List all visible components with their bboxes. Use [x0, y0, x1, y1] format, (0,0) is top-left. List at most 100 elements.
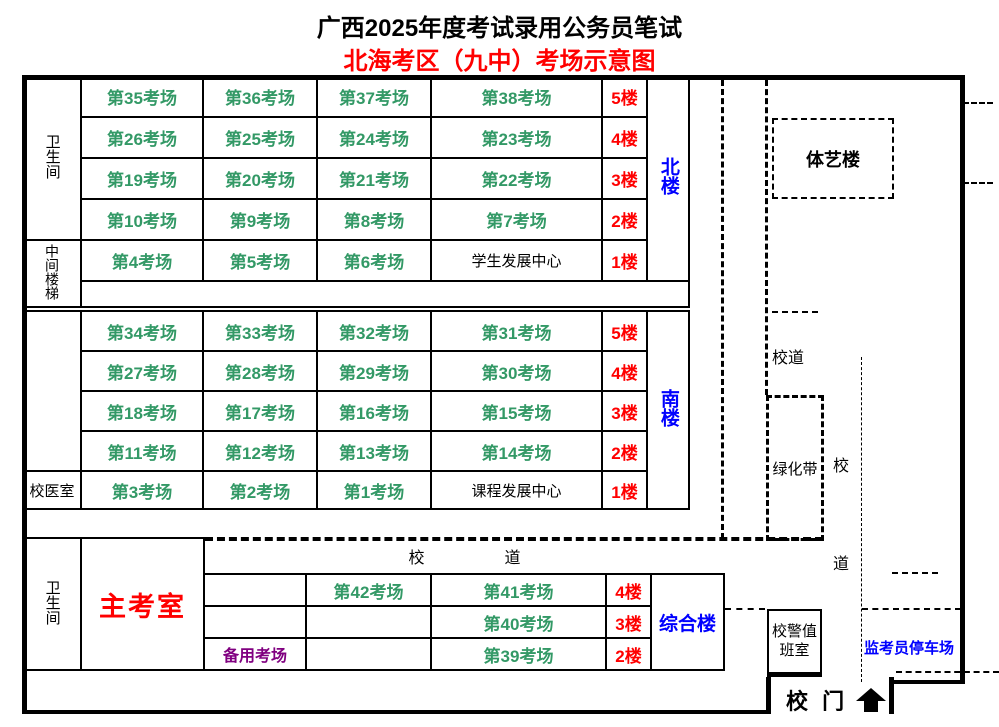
floor-label: 4楼 [601, 350, 648, 392]
exam-room-cell: 第20考场 [202, 157, 318, 200]
exam-room-cell: 第23考场 [430, 116, 603, 159]
exam-room-cell: 第34考场 [80, 310, 204, 352]
south-building-label: 南楼 [646, 310, 690, 510]
exam-room-cell: 第39考场 [430, 637, 607, 671]
exam-room-cell: 第4考场 [80, 239, 204, 282]
course-development-center: 课程发展中心 [430, 470, 603, 510]
comprehensive-building-label: 综合楼 [650, 573, 725, 671]
page-title: 广西2025年度考试录用公务员笔试 [316, 15, 683, 42]
floor-label: 2楼 [601, 430, 648, 472]
school-gate: 校 门 [786, 684, 887, 716]
floor-label: 5楼 [601, 75, 648, 118]
exam-room-cell: 第38考场 [430, 75, 603, 118]
exam-room-cell: 第22考场 [430, 157, 603, 200]
north-building-text: 北楼 [657, 157, 679, 195]
dash-tick [963, 182, 993, 184]
floor-label: 1楼 [601, 239, 648, 282]
exam-room-cell: 第27考场 [80, 350, 204, 392]
middle-staircase-label: 中间楼梯 [22, 239, 82, 308]
exam-room-cell: 第5考场 [202, 239, 318, 282]
outer-border-right [960, 75, 965, 684]
exam-room-cell: 第32考场 [316, 310, 432, 352]
exam-room-cell: 第40考场 [430, 605, 607, 639]
toilet-label-north: 卫生间 [22, 75, 82, 241]
exam-room-cell: 第41考场 [430, 573, 607, 607]
exam-room-cell: 第13考场 [316, 430, 432, 472]
toilet-text: 卫生间 [43, 579, 61, 625]
police-room-text: 校警值 [771, 622, 817, 640]
vertical-school-road-label: 校 道 [833, 452, 849, 574]
toilet-text: 卫生间 [43, 133, 61, 179]
dash-tick [963, 102, 993, 104]
road-top-dashed-line [205, 537, 823, 541]
toilet-label-bottom: 卫生间 [22, 537, 82, 671]
sports-arts-building-box: 体艺楼 [772, 118, 894, 199]
police-duty-room-box: 校警值 班室 [767, 609, 822, 677]
outer-border-top [22, 75, 965, 80]
exam-room-cell: 第31考场 [430, 310, 603, 352]
floor-label: 1楼 [601, 470, 648, 510]
empty-cell [305, 605, 432, 639]
exam-room-cell: 第15考场 [430, 390, 603, 432]
school-clinic-label: 校医室 [22, 470, 82, 510]
main-exam-office: 主考室 [80, 537, 205, 671]
exam-room-cell: 第3考场 [80, 470, 204, 510]
exam-room-cell: 第30考场 [430, 350, 603, 392]
exam-room-cell: 第16考场 [316, 390, 432, 432]
empty-cell [203, 605, 307, 639]
comprehensive-building-table: 卫生间 主考室 校 道 第42考场 第41考场 4楼 综合楼 第40考场 3楼 … [22, 537, 725, 671]
dash-segment [772, 311, 818, 313]
exam-room-cell: 第42考场 [305, 573, 432, 607]
school-road-label-right: 校道 [772, 350, 805, 367]
student-development-center: 学生发展中心 [430, 239, 603, 282]
exam-room-cell: 第33考场 [202, 310, 318, 352]
floor-label: 4楼 [605, 573, 652, 607]
floor-label: 3楼 [605, 605, 652, 639]
page-subtitle: 北海考区（九中）考场示意图 [343, 48, 656, 75]
dash-segment [892, 572, 938, 574]
south-building-text: 南楼 [657, 388, 679, 427]
school-road-row: 校 道 [203, 538, 724, 575]
exam-room-cell: 第7考场 [430, 198, 603, 241]
floor-label: 3楼 [601, 157, 648, 200]
floor-label: 5楼 [601, 310, 648, 352]
north-building-label: 北楼 [646, 75, 690, 282]
exam-room-cell: 第14考场 [430, 430, 603, 472]
exam-room-cell: 第9考场 [202, 198, 318, 241]
corridor-gap [80, 280, 690, 308]
exam-room-cell: 第8考场 [316, 198, 432, 241]
exam-room-cell: 第29考场 [316, 350, 432, 392]
gate-post-left [766, 677, 771, 714]
outer-border-bottom-left [22, 710, 771, 714]
exam-room-cell: 第35考场 [80, 75, 204, 118]
campus-road-dashed-line-left [721, 80, 724, 539]
exam-room-cell: 第11考场 [80, 430, 204, 472]
floor-label: 2楼 [601, 198, 648, 241]
dash-segment [896, 671, 999, 673]
campus-road-dashed-line-right [765, 80, 768, 395]
exam-room-cell: 第21考场 [316, 157, 432, 200]
outer-border-left [22, 75, 27, 714]
south-side-empty [22, 310, 82, 472]
floor-label: 4楼 [601, 116, 648, 159]
empty-cell [203, 573, 307, 607]
outer-border-bottom-right [893, 680, 963, 684]
dash-segment [862, 608, 961, 610]
road-char: 校 [408, 549, 425, 567]
exam-room-cell: 第36考场 [202, 75, 318, 118]
exam-room-cell: 第1考场 [316, 470, 432, 510]
road-char: 道 [833, 556, 850, 573]
exam-room-cell: 第25考场 [202, 116, 318, 159]
staircase-text: 中间楼梯 [44, 243, 61, 300]
up-arrow-icon [856, 688, 887, 712]
green-belt-box: 绿化带 [766, 395, 824, 541]
road-char: 道 [504, 549, 521, 567]
exam-room-cell: 第28考场 [202, 350, 318, 392]
parking-boundary-line [861, 357, 862, 682]
exam-room-cell: 第6考场 [316, 239, 432, 282]
sports-arts-building-label: 体艺楼 [806, 149, 860, 170]
exam-room-cell: 第10考场 [80, 198, 204, 241]
floor-label: 3楼 [601, 390, 648, 432]
road-char: 校 [833, 458, 850, 475]
exam-room-cell: 第2考场 [202, 470, 318, 510]
